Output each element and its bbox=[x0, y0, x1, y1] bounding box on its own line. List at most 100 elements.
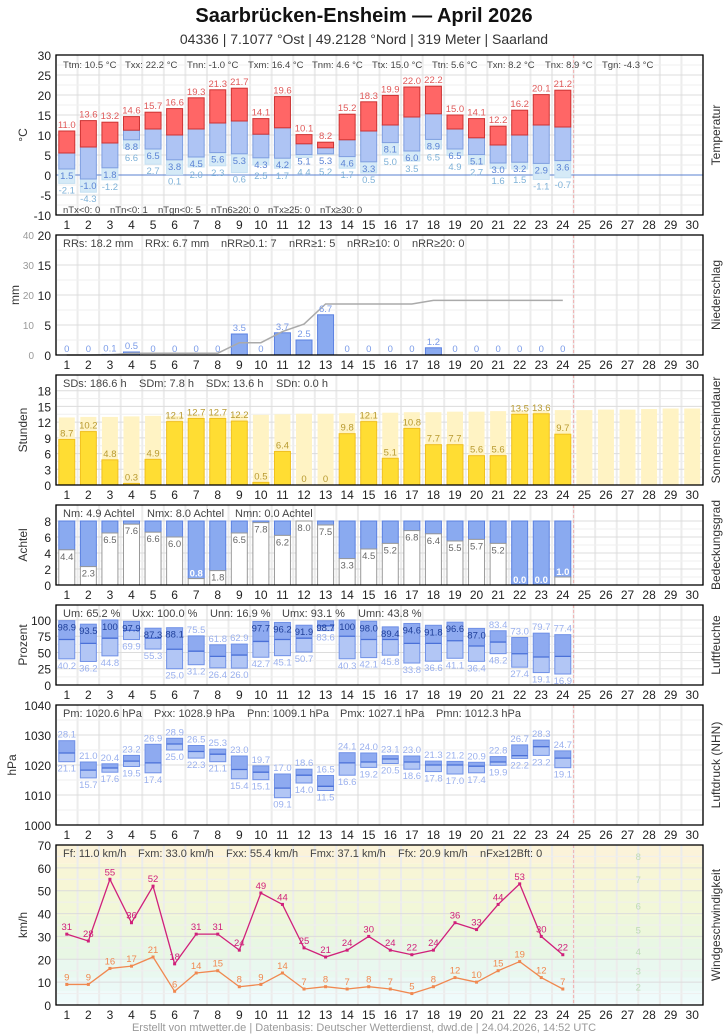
clear-sky-bar bbox=[166, 520, 184, 538]
x-tick-label: 13 bbox=[319, 688, 333, 702]
max-label: 100 bbox=[102, 622, 118, 633]
precip-label: 0 bbox=[452, 344, 457, 355]
sunshine-label: 7.7 bbox=[427, 434, 440, 445]
min-mean-bar bbox=[273, 127, 291, 159]
max-bar bbox=[273, 96, 291, 129]
x-tick-label: 13 bbox=[319, 1008, 333, 1022]
x-tick-label: 16 bbox=[384, 358, 398, 372]
lower-range-box bbox=[58, 753, 75, 762]
cloud-label: 2.3 bbox=[82, 569, 95, 580]
lower-range-box bbox=[339, 636, 356, 659]
max-label: 98.0 bbox=[359, 623, 378, 634]
max-label: 12.2 bbox=[489, 115, 508, 126]
precip-label: 3.5 bbox=[233, 323, 246, 334]
gust-line-point bbox=[345, 948, 349, 952]
gust-line-label: 24 bbox=[342, 938, 353, 949]
x-tick-label: 10 bbox=[254, 488, 268, 502]
gust-line-label: 49 bbox=[256, 881, 267, 892]
max-label: 21.3 bbox=[424, 750, 443, 761]
lower-range-box bbox=[490, 642, 507, 654]
upper-range-box bbox=[123, 621, 140, 631]
sunshine-label: 5.6 bbox=[470, 445, 483, 456]
lower-range-box bbox=[533, 746, 550, 756]
min-label: 8.9 bbox=[427, 141, 440, 152]
cloud-label: 6.0 bbox=[168, 539, 181, 550]
range-box-outline bbox=[489, 756, 507, 766]
cloud-label: 5.7 bbox=[470, 541, 483, 552]
max-label: 16.6 bbox=[165, 98, 184, 109]
max-label: 14.1 bbox=[467, 108, 486, 119]
lower-range-box bbox=[490, 762, 507, 766]
stat-summary: Pnn: 1009.1 hPa bbox=[247, 708, 330, 720]
gust-line-label: 31 bbox=[61, 922, 72, 933]
max-label: 28.1 bbox=[58, 730, 77, 741]
min-label: 44.8 bbox=[101, 658, 120, 669]
max-label: 96.2 bbox=[273, 624, 292, 635]
min-label: 8.8 bbox=[125, 142, 138, 153]
x-tick-label: 18 bbox=[427, 688, 441, 702]
y-tick-label: 5 bbox=[44, 149, 51, 163]
min-label: 6.0 bbox=[405, 153, 418, 164]
precip-label: 0.5 bbox=[125, 341, 138, 352]
x-tick-label: 23 bbox=[535, 588, 549, 602]
x-tick-label: 28 bbox=[642, 358, 656, 372]
mean-wind-line-point bbox=[151, 955, 155, 959]
mean-wind-line-point bbox=[259, 982, 263, 986]
range-box-outline bbox=[554, 634, 572, 675]
ground-min-label: 0.6 bbox=[233, 175, 246, 186]
gust-line-point bbox=[259, 891, 263, 895]
min-mean-bar bbox=[58, 152, 76, 170]
max-label: 23.0 bbox=[403, 745, 422, 756]
lower-range-box bbox=[403, 643, 420, 664]
lower-range-box bbox=[101, 768, 118, 773]
x-tick-label: 28 bbox=[642, 1008, 656, 1022]
panel-name-label: Niederschlag bbox=[709, 260, 723, 330]
max-label: 10.1 bbox=[295, 124, 314, 135]
x-tick-label: 14 bbox=[340, 488, 354, 502]
x-tick-label: 14 bbox=[340, 588, 354, 602]
x-tick-label: 15 bbox=[362, 828, 376, 842]
x-tick-label: 20 bbox=[470, 688, 484, 702]
min-mean-bar bbox=[122, 129, 140, 141]
ground-min-label: -4.3 bbox=[80, 194, 96, 205]
max-label: 25.3 bbox=[209, 738, 228, 749]
min-label: 15.4 bbox=[230, 781, 249, 792]
upper-range-box bbox=[533, 633, 550, 658]
x-tick-label: 8 bbox=[214, 688, 221, 702]
beaufort-label: 5 bbox=[636, 925, 641, 936]
precip-label: 0 bbox=[366, 344, 371, 355]
upper-range-box bbox=[468, 628, 485, 646]
upper-range-box bbox=[274, 774, 291, 789]
max-bar bbox=[144, 111, 162, 130]
lower-range-box bbox=[317, 625, 334, 631]
y-tick-label: 6 bbox=[44, 448, 51, 462]
min-label: 50.7 bbox=[295, 654, 314, 665]
sunshine-label: 10.2 bbox=[79, 421, 98, 432]
x-tick-label: 2 bbox=[85, 358, 92, 372]
x-tick-label: 18 bbox=[427, 828, 441, 842]
x-tick-label: 19 bbox=[448, 588, 462, 602]
upper-range-box bbox=[252, 765, 269, 773]
x-tick-label: 5 bbox=[150, 688, 157, 702]
x-tick-label: 4 bbox=[128, 358, 135, 372]
max-label: 24.0 bbox=[359, 742, 378, 753]
x-tick-label: 4 bbox=[128, 218, 135, 232]
max-label: 23.0 bbox=[230, 745, 249, 756]
beaufort-label: 3 bbox=[636, 966, 641, 977]
gust-line-point bbox=[237, 948, 241, 952]
min-label: 5.3 bbox=[319, 156, 332, 167]
min-label: 2.9 bbox=[535, 165, 548, 176]
min-mean-bar bbox=[511, 134, 529, 163]
x-tick-label: 27 bbox=[621, 358, 635, 372]
gust-line-point bbox=[173, 962, 177, 966]
ground-min-label: 4.9 bbox=[448, 162, 461, 173]
gust-line-point bbox=[280, 902, 284, 906]
mean-wind-line-point bbox=[539, 976, 543, 980]
x-tick-label: 17 bbox=[405, 358, 419, 372]
x-tick-label: 11 bbox=[276, 828, 289, 842]
y-tick-label-secondary: 20 bbox=[23, 291, 35, 302]
x-tick-label: 21 bbox=[491, 828, 505, 842]
range-box-outline bbox=[511, 637, 529, 668]
upper-range-box bbox=[166, 627, 183, 650]
y-tick-label: 1000 bbox=[24, 819, 51, 833]
